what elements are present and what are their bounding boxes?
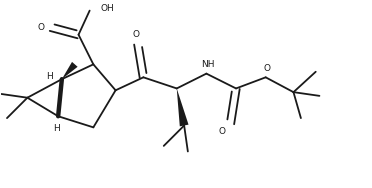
Text: O: O: [219, 127, 226, 136]
Text: O: O: [132, 30, 140, 39]
Polygon shape: [62, 62, 78, 79]
Text: H: H: [46, 72, 53, 81]
Polygon shape: [177, 88, 189, 126]
Text: OH: OH: [101, 4, 115, 13]
Text: NH: NH: [202, 60, 215, 69]
Text: H: H: [53, 124, 60, 133]
Text: O: O: [38, 23, 45, 32]
Text: O: O: [263, 64, 270, 73]
